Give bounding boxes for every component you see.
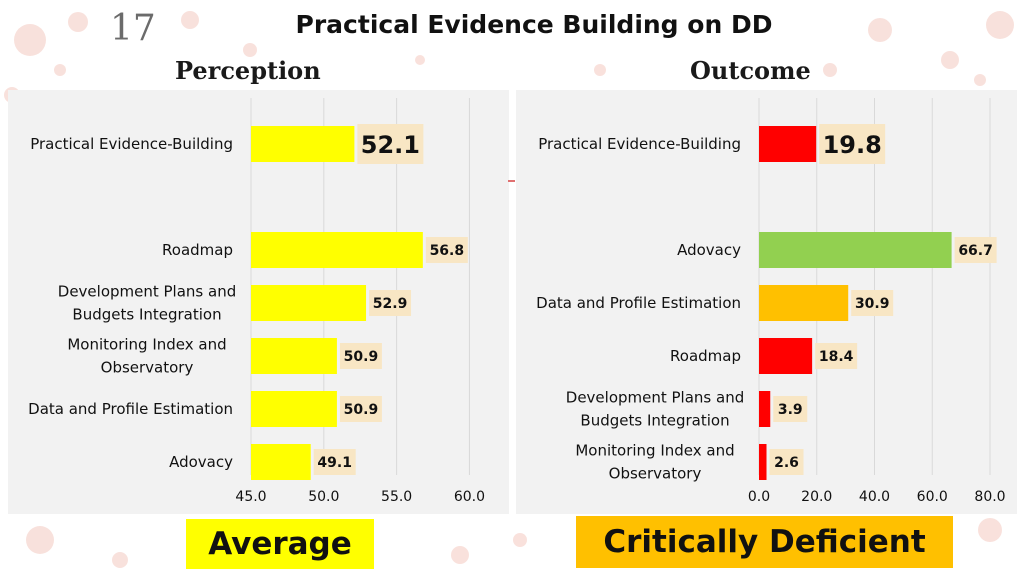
x-tick-label: 0.0	[748, 489, 770, 505]
slide-number: 17	[110, 8, 156, 49]
category-label: Roadmap	[162, 241, 233, 259]
value-label: 18.4	[819, 349, 854, 365]
outcome-heading: Outcome	[690, 56, 811, 85]
value-label-bg	[339, 396, 382, 422]
bar	[759, 285, 849, 321]
value-label-bg	[769, 449, 804, 475]
value-label: 50.9	[344, 349, 379, 365]
category-label: Adovacy	[169, 453, 233, 471]
value-label-bg	[425, 237, 468, 263]
category-label: Observatory	[101, 359, 194, 377]
value-label: 49.1	[317, 455, 352, 471]
category-label: Development Plans and	[566, 389, 744, 407]
x-tick-label: 45.0	[235, 489, 266, 505]
value-label-bg	[339, 343, 382, 369]
category-label: Development Plans and	[58, 283, 236, 301]
value-label: 19.8	[823, 131, 882, 159]
value-label-bg	[851, 290, 894, 316]
value-label-bg	[357, 124, 424, 164]
value-label: 52.9	[373, 296, 408, 312]
x-tick-label: 60.0	[454, 489, 485, 505]
value-label-bg	[369, 290, 412, 316]
value-label: 66.7	[958, 243, 993, 259]
bar	[251, 444, 311, 480]
x-tick-label: 60.0	[917, 489, 948, 505]
value-label-bg	[819, 124, 886, 164]
category-label: Adovacy	[677, 241, 741, 259]
category-label: Data and Profile Estimation	[28, 400, 233, 418]
category-label: Monitoring Index and	[575, 442, 734, 460]
bar	[251, 232, 423, 268]
bar	[251, 391, 337, 427]
category-label: Budgets Integration	[72, 306, 221, 324]
perception-heading: Perception	[175, 56, 321, 85]
value-label-bg	[773, 396, 808, 422]
value-label: 2.6	[774, 455, 799, 471]
value-label: 3.9	[778, 402, 803, 418]
value-label-bg	[313, 449, 356, 475]
outcome-chart: 0.0 20.0 40.0 60.0 80.0 19.8 Practical Evidenc…	[536, 98, 1006, 505]
value-label: 52.1	[361, 131, 420, 159]
perception-verdict-badge: Average	[186, 519, 374, 569]
perception-chart-panel: 45.0 50.0 55.0 60.0 52.1 Practical Evidence-B…	[8, 90, 509, 514]
bar	[251, 285, 367, 321]
category-label: Data and Profile Estimation	[536, 294, 741, 312]
bar	[759, 338, 813, 374]
x-tick-label: 80.0	[974, 489, 1005, 505]
value-label-bg	[954, 237, 997, 263]
category-label: Observatory	[609, 465, 702, 483]
divider-mark	[508, 180, 515, 182]
value-label-bg	[815, 343, 858, 369]
bar	[759, 391, 771, 427]
x-tick-label: 50.0	[308, 489, 339, 505]
category-label: Practical Evidence-Building	[538, 135, 741, 153]
category-label: Monitoring Index and	[67, 336, 226, 354]
bar	[251, 126, 355, 162]
value-label: 50.9	[344, 402, 379, 418]
outcome-chart-panel: 0.0 20.0 40.0 60.0 80.0 19.8 Practical Evidenc…	[516, 90, 1017, 514]
category-label: Roadmap	[670, 347, 741, 365]
x-tick-label: 55.0	[381, 489, 412, 505]
category-label: Practical Evidence-Building	[30, 135, 233, 153]
x-tick-label: 20.0	[801, 489, 832, 505]
bar	[251, 338, 337, 374]
bar	[759, 444, 767, 480]
value-label: 30.9	[855, 296, 890, 312]
bar	[759, 232, 952, 268]
bar	[759, 126, 817, 162]
category-label: Budgets Integration	[580, 412, 729, 430]
perception-chart: 45.0 50.0 55.0 60.0 52.1 Practical Evidence-B…	[28, 98, 485, 505]
x-tick-label: 40.0	[859, 489, 890, 505]
page-title: Practical Evidence Building on DD	[295, 10, 773, 39]
outcome-verdict-badge: Critically Deficient	[576, 516, 953, 568]
value-label: 56.8	[430, 243, 465, 259]
